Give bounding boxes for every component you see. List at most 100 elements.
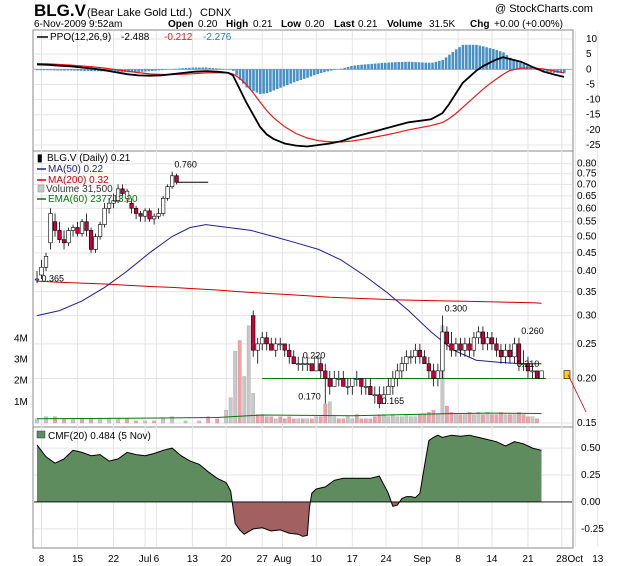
ppo-histogram-bar: [458, 47, 461, 70]
ppo-histogram-bar: [512, 59, 515, 70]
volume-bar: [467, 412, 472, 424]
candle-body: [471, 337, 477, 351]
volume-bar: [372, 416, 377, 424]
ppo-histogram-bar: [380, 63, 384, 70]
candle-body: [368, 386, 373, 396]
ppo-hist-value: -2.276: [203, 32, 232, 43]
ma50-line: [36, 224, 542, 365]
ppo-histogram-bar: [252, 69, 255, 92]
price-annotation: 0.170: [298, 392, 321, 402]
ppo-histogram-bar: [505, 55, 509, 70]
candle-body: [314, 356, 319, 372]
ppo-histogram-bar: [397, 62, 401, 70]
ppo-histogram-bar: [150, 69, 154, 71]
candle-body: [111, 200, 116, 204]
volume-bar: [336, 418, 341, 424]
candle-body: [539, 370, 544, 379]
volume-bar: [526, 416, 530, 424]
ppo-histogram-bar: [255, 69, 259, 93]
ppo-histogram-bar: [211, 68, 215, 70]
chart-exchange: CDNX: [200, 7, 232, 19]
volume-bar: [390, 414, 395, 424]
ppo-histogram-bar: [262, 69, 265, 94]
volume-bar: [197, 420, 202, 424]
volume-bar: [291, 418, 296, 424]
ppo-histogram-bar: [269, 69, 272, 92]
volume-bar: [183, 420, 188, 424]
ppo-histogram-bar: [434, 61, 438, 70]
volume-bar: [282, 418, 287, 424]
volume-y-tick: 4M: [14, 333, 28, 344]
volume-bar: [62, 418, 66, 424]
ppo-histogram-bar: [231, 69, 235, 71]
ppo-histogram-bar: [492, 49, 495, 70]
volume-bar: [89, 418, 93, 424]
ppo-histogram-bar: [323, 69, 326, 73]
candle-body: [372, 394, 377, 397]
price-y-tick: 0.60: [577, 203, 597, 214]
x-tick-label: 17: [347, 554, 359, 565]
candle-body: [147, 210, 152, 220]
volume-bar: [354, 414, 359, 424]
candle-body: [143, 210, 148, 217]
ppo-histogram-bar: [204, 67, 208, 70]
ppo-histogram-bar: [96, 69, 100, 72]
ema60-legend: EMA(60) 237713.20: [48, 194, 138, 205]
candle-body: [93, 236, 98, 250]
ppo-histogram-bar: [46, 69, 49, 71]
ppo-histogram-bar: [282, 69, 286, 87]
ppo-y-tick: -20: [586, 125, 601, 136]
ppo-histogram-bar: [177, 68, 181, 70]
volume-bar: [287, 416, 292, 424]
candle-body: [75, 227, 80, 234]
x-tick-label: 20: [221, 554, 233, 565]
volume-bar: [458, 414, 463, 424]
high-label: High: [226, 19, 248, 30]
ppo-histogram-bar: [133, 69, 137, 73]
price-panel: [32, 150, 574, 428]
volume-bar: [463, 414, 467, 424]
ppo-histogram-bar: [333, 69, 336, 70]
candle-body: [296, 363, 301, 365]
ppo-histogram-bar: [417, 62, 421, 70]
volume-bar: [530, 416, 535, 424]
price-annotation: 0.210: [517, 359, 540, 369]
candle-body: [106, 202, 112, 209]
ppo-histogram-bar: [394, 62, 397, 70]
ppo-histogram-bar: [340, 68, 343, 70]
ema60-volume-line: [36, 412, 542, 420]
cmf-positive-area: [37, 435, 542, 502]
ppo-histogram-bar: [519, 62, 522, 70]
ma200-line: [36, 280, 542, 304]
volume-bar: [152, 420, 156, 424]
candle-body: [525, 363, 531, 372]
volume-plot: [35, 325, 542, 424]
volume-bar: [485, 412, 490, 424]
candle-body: [287, 349, 292, 358]
candle-body: [480, 331, 486, 345]
candle-body: [97, 224, 103, 237]
candle-body: [363, 386, 368, 388]
candle-body: [300, 363, 305, 365]
ppo-histogram-bar: [431, 62, 434, 70]
ppo-histogram-bar: [424, 62, 428, 70]
ppo-histogram-bar: [245, 69, 249, 88]
ppo-histogram-bar: [36, 69, 39, 71]
x-tick-label: 10: [311, 554, 323, 565]
price-legend-icon: ▮: [37, 153, 43, 164]
volume-bar: [517, 412, 521, 424]
ppo-histogram-bar: [346, 66, 350, 70]
ppo-histogram-bar: [275, 69, 279, 90]
candle-body: [381, 394, 386, 404]
volume-bar: [314, 416, 319, 424]
candle-body: [48, 213, 53, 244]
volume-bar: [35, 418, 39, 424]
x-tick-label: 8: [455, 554, 461, 565]
ppo-histogram-bar: [451, 52, 455, 70]
ppo-histogram-bar: [350, 65, 353, 70]
ma200-tail-line: [567, 374, 587, 413]
candle-body: [138, 213, 143, 217]
volume-bar: [386, 416, 391, 424]
ppo-histogram-bar: [66, 69, 70, 71]
volume-bar: [242, 376, 247, 424]
